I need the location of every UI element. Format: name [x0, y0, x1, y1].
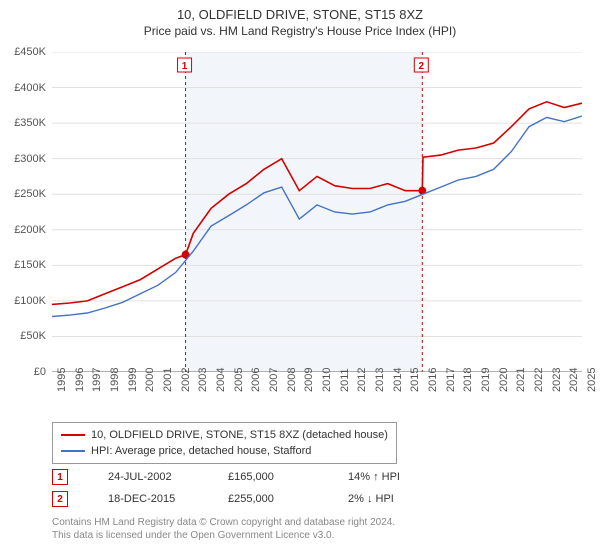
x-tick-label: 1995 — [56, 368, 68, 392]
marker-badge: 2 — [52, 491, 68, 507]
y-tick-label: £300K — [0, 153, 46, 165]
y-tick-label: £100K — [0, 295, 46, 307]
svg-text:2: 2 — [419, 61, 425, 72]
tx-delta: 14% ↑ HPI — [348, 471, 428, 483]
table-row: 2 18-DEC-2015 £255,000 2% ↓ HPI — [52, 488, 428, 510]
x-tick-label: 2004 — [215, 368, 227, 392]
x-tick-label: 2025 — [586, 368, 598, 392]
y-tick-label: £0 — [0, 366, 46, 378]
legend-label: 10, OLDFIELD DRIVE, STONE, ST15 8XZ (det… — [91, 429, 388, 441]
x-tick-label: 2018 — [462, 368, 474, 392]
y-tick-label: £200K — [0, 224, 46, 236]
tx-price: £255,000 — [228, 493, 308, 505]
x-tick-label: 2012 — [356, 368, 368, 392]
x-tick-label: 2017 — [445, 368, 457, 392]
x-tick-label: 2005 — [233, 368, 245, 392]
x-tick-label: 2011 — [339, 368, 351, 392]
x-tick-label: 2022 — [533, 368, 545, 392]
legend-item: 10, OLDFIELD DRIVE, STONE, ST15 8XZ (det… — [61, 427, 388, 443]
tx-price: £165,000 — [228, 471, 308, 483]
chart-subtitle: Price paid vs. HM Land Registry's House … — [0, 24, 600, 38]
x-tick-label: 2007 — [268, 368, 280, 392]
x-tick-label: 2009 — [303, 368, 315, 392]
y-tick-label: £450K — [0, 46, 46, 58]
tx-delta: 2% ↓ HPI — [348, 493, 428, 505]
x-tick-label: 2014 — [392, 368, 404, 392]
svg-text:1: 1 — [182, 61, 188, 72]
x-tick-label: 2023 — [551, 368, 563, 392]
x-tick-label: 1999 — [127, 368, 139, 392]
y-tick-label: £250K — [0, 188, 46, 200]
x-tick-label: 2020 — [498, 368, 510, 392]
y-tick-label: £400K — [0, 82, 46, 94]
x-tick-label: 2000 — [144, 368, 156, 392]
x-tick-label: 2001 — [162, 368, 174, 392]
y-tick-label: £50K — [0, 330, 46, 342]
x-tick-label: 2021 — [515, 368, 527, 392]
x-tick-label: 2008 — [286, 368, 298, 392]
legend: 10, OLDFIELD DRIVE, STONE, ST15 8XZ (det… — [52, 422, 397, 464]
y-tick-label: £150K — [0, 259, 46, 271]
y-tick-label: £350K — [0, 117, 46, 129]
x-tick-label: 1997 — [91, 368, 103, 392]
x-tick-label: 2015 — [409, 368, 421, 392]
x-tick-label: 2016 — [427, 368, 439, 392]
x-tick-label: 2002 — [180, 368, 192, 392]
x-tick-label: 2010 — [321, 368, 333, 392]
tx-date: 24-JUL-2002 — [108, 471, 188, 483]
table-row: 1 24-JUL-2002 £165,000 14% ↑ HPI — [52, 466, 428, 488]
legend-label: HPI: Average price, detached house, Staf… — [91, 445, 311, 457]
x-tick-label: 2006 — [250, 368, 262, 392]
footnote: Contains HM Land Registry data © Crown c… — [52, 516, 395, 542]
chart-plot-area: 12 £0£50K£100K£150K£200K£250K£300K£350K£… — [52, 52, 582, 372]
x-tick-label: 2019 — [480, 368, 492, 392]
legend-swatch — [61, 450, 85, 452]
x-tick-label: 1998 — [109, 368, 121, 392]
x-tick-label: 2013 — [374, 368, 386, 392]
chart-title: 10, OLDFIELD DRIVE, STONE, ST15 8XZ — [0, 0, 600, 24]
x-tick-label: 2024 — [568, 368, 580, 392]
chart-container: 10, OLDFIELD DRIVE, STONE, ST15 8XZ Pric… — [0, 0, 600, 560]
transaction-table: 1 24-JUL-2002 £165,000 14% ↑ HPI 2 18-DE… — [52, 466, 428, 510]
legend-swatch — [61, 434, 85, 436]
legend-item: HPI: Average price, detached house, Staf… — [61, 443, 388, 459]
x-tick-label: 2003 — [197, 368, 209, 392]
footnote-line: This data is licensed under the Open Gov… — [52, 529, 395, 542]
x-tick-label: 1996 — [74, 368, 86, 392]
tx-date: 18-DEC-2015 — [108, 493, 188, 505]
marker-badge: 1 — [52, 469, 68, 485]
chart-svg: 12 — [52, 52, 582, 372]
footnote-line: Contains HM Land Registry data © Crown c… — [52, 516, 395, 529]
